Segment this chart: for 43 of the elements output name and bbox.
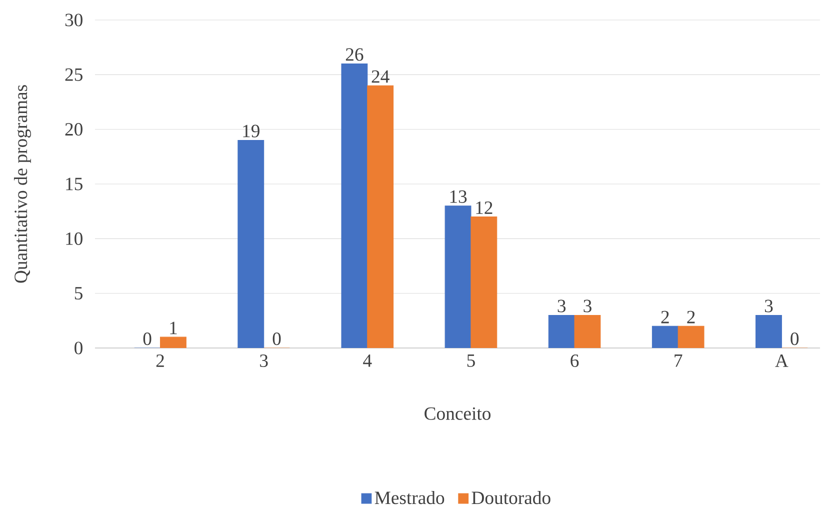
- y-tick-label: 25: [65, 68, 82, 81]
- data-label: 0: [143, 332, 152, 346]
- data-label: 3: [584, 300, 592, 312]
- bar: [367, 85, 394, 348]
- x-tick-label: 4: [363, 354, 372, 367]
- y-tick-label: 15: [66, 178, 82, 190]
- y-tick-label: 10: [66, 232, 82, 245]
- x-tick-label: 7: [674, 354, 682, 367]
- bar: [444, 206, 472, 348]
- bar: [341, 63, 368, 348]
- bar: [548, 314, 575, 348]
- data-label: 12: [476, 202, 492, 214]
- y-tick-label: 20: [65, 123, 82, 136]
- data-label: 3: [558, 300, 566, 312]
- y-axis-title: Quantitativo de programas: [14, 85, 31, 283]
- data-label: 13: [450, 190, 467, 203]
- x-axis-title: Conceito: [424, 407, 490, 420]
- legend-label: Doutorado: [472, 490, 550, 504]
- bar: [574, 314, 601, 348]
- data-label: 19: [243, 124, 260, 138]
- x-tick-label: 3: [260, 354, 268, 368]
- bar: [652, 326, 678, 348]
- bar: [756, 314, 782, 348]
- data-label: 26: [346, 48, 364, 61]
- data-label: 24: [372, 70, 390, 83]
- x-tick-label: 2: [156, 354, 164, 367]
- bar: [678, 326, 704, 348]
- bar: [160, 336, 186, 348]
- x-tick-label: A: [775, 354, 788, 367]
- data-label: 2: [661, 310, 669, 324]
- data-label: 2: [687, 310, 695, 324]
- data-label: 0: [790, 332, 799, 346]
- x-tick-label: 5: [467, 354, 475, 367]
- y-tick-label: 30: [65, 14, 82, 26]
- bar: [238, 140, 264, 348]
- y-tick-label: 0: [74, 342, 82, 354]
- bar: [470, 216, 498, 348]
- data-label: 0: [272, 332, 281, 346]
- y-tick-label: 5: [74, 287, 82, 300]
- data-label: 3: [764, 300, 773, 312]
- data-label: 1: [170, 322, 177, 334]
- x-tick-label: 6: [570, 354, 579, 368]
- legend-label: Mestrado: [374, 490, 444, 504]
